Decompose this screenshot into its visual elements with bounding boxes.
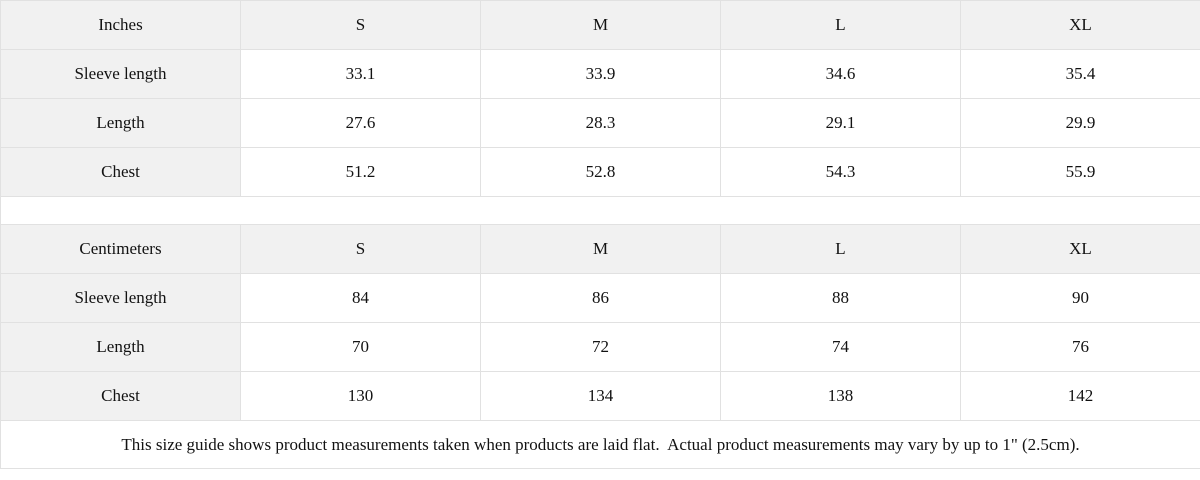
unit-header-cell-inches: Inches bbox=[0, 0, 241, 50]
measurement-value-cell: 34.6 bbox=[720, 49, 961, 99]
measurement-label-cell: Length bbox=[0, 98, 241, 148]
table-row: Sleeve length 33.1 33.9 34.6 35.4 bbox=[0, 49, 1200, 99]
measurement-value-cell: 86 bbox=[480, 273, 721, 323]
measurement-label-cell: Chest bbox=[0, 147, 241, 197]
measurement-value-cell: 90 bbox=[960, 273, 1200, 323]
measurement-value-cell: 76 bbox=[960, 322, 1200, 372]
measurement-label-cell: Sleeve length bbox=[0, 49, 241, 99]
measurement-value-cell: 84 bbox=[240, 273, 481, 323]
size-guide-table: Inches S M L XL Sleeve length 33.1 33.9 … bbox=[0, 0, 1200, 469]
table-row: Chest 51.2 52.8 54.3 55.9 bbox=[0, 147, 1200, 197]
footer-note: This size guide shows product measuremen… bbox=[0, 420, 1200, 469]
spacer-cell bbox=[0, 196, 1200, 225]
measurement-value-cell: 130 bbox=[240, 371, 481, 421]
measurement-value-cell: 88 bbox=[720, 273, 961, 323]
size-header-cell-s: S bbox=[240, 224, 481, 274]
measurement-value-cell: 138 bbox=[720, 371, 961, 421]
size-header-cell-m: M bbox=[480, 0, 721, 50]
measurement-label-cell: Chest bbox=[0, 371, 241, 421]
size-header-cell-l: L bbox=[720, 0, 961, 50]
footer-row: This size guide shows product measuremen… bbox=[0, 420, 1200, 469]
size-header-cell-m: M bbox=[480, 224, 721, 274]
measurement-value-cell: 74 bbox=[720, 322, 961, 372]
measurement-value-cell: 51.2 bbox=[240, 147, 481, 197]
table-row: Length 70 72 74 76 bbox=[0, 322, 1200, 372]
measurement-value-cell: 52.8 bbox=[480, 147, 721, 197]
measurement-value-cell: 27.6 bbox=[240, 98, 481, 148]
centimeters-header-row: Centimeters S M L XL bbox=[0, 224, 1200, 274]
measurement-value-cell: 72 bbox=[480, 322, 721, 372]
measurement-value-cell: 70 bbox=[240, 322, 481, 372]
table-row: Sleeve length 84 86 88 90 bbox=[0, 273, 1200, 323]
table-row: Length 27.6 28.3 29.1 29.9 bbox=[0, 98, 1200, 148]
spacer-row bbox=[0, 196, 1200, 225]
measurement-label-cell: Sleeve length bbox=[0, 273, 241, 323]
unit-header-cell-centimeters: Centimeters bbox=[0, 224, 241, 274]
size-header-cell-xl: XL bbox=[960, 224, 1200, 274]
inches-header-row: Inches S M L XL bbox=[0, 0, 1200, 50]
measurement-label-cell: Length bbox=[0, 322, 241, 372]
size-header-cell-xl: XL bbox=[960, 0, 1200, 50]
measurement-value-cell: 54.3 bbox=[720, 147, 961, 197]
measurement-value-cell: 142 bbox=[960, 371, 1200, 421]
measurement-value-cell: 33.1 bbox=[240, 49, 481, 99]
measurement-value-cell: 33.9 bbox=[480, 49, 721, 99]
measurement-value-cell: 134 bbox=[480, 371, 721, 421]
measurement-value-cell: 29.9 bbox=[960, 98, 1200, 148]
measurement-value-cell: 29.1 bbox=[720, 98, 961, 148]
measurement-value-cell: 28.3 bbox=[480, 98, 721, 148]
size-header-cell-l: L bbox=[720, 224, 961, 274]
measurement-value-cell: 55.9 bbox=[960, 147, 1200, 197]
size-header-cell-s: S bbox=[240, 0, 481, 50]
table-row: Chest 130 134 138 142 bbox=[0, 371, 1200, 421]
measurement-value-cell: 35.4 bbox=[960, 49, 1200, 99]
